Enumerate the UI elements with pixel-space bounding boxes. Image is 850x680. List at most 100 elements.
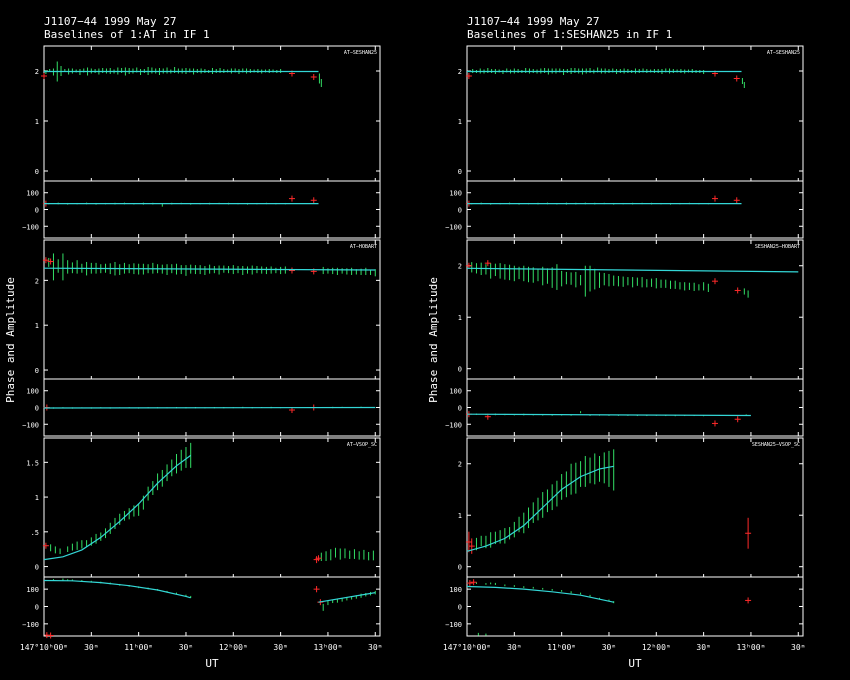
x-tick-label: 13ʰ00ᵐ [313, 643, 342, 652]
right-baseline-1-amp-flagged-point [465, 73, 472, 79]
x-tick-label: 30ᵐ [273, 643, 287, 652]
right-baseline-2-phase-ytick-label: 0 [458, 405, 462, 413]
right-baseline-3-amp-flagged-point [468, 538, 475, 554]
right-baseline-1-phase-ytick-label: 100 [449, 190, 462, 198]
right-baseline-2-phase-model-line [466, 413, 751, 417]
x-tick-label: 30ᵐ [696, 643, 710, 652]
right-baseline-3-phase-ytick-label: 100 [449, 586, 462, 594]
left-baseline-3-phase-flagged-point [313, 586, 320, 593]
left-baseline-3-amp-ytick-label: 1.5 [26, 459, 39, 467]
right-baseline-2-amp-flagged-point [734, 287, 741, 294]
right-figure: J1107−44 1999 May 27 Baselines of 1:SESH… [427, 15, 805, 670]
left-subtitle: Baselines of 1:AT in IF 1 [44, 28, 210, 41]
left-baseline-1-amp-flagged-point [41, 73, 47, 79]
right-xlabel: UT [628, 657, 642, 670]
right-baseline-1-phase-flagged-point [733, 197, 740, 204]
left-baseline-3-phase-flagged-point [47, 632, 54, 639]
left-baseline-2-phase-ytick-label: 100 [26, 388, 39, 396]
right-baseline-3-amp-model-line [466, 465, 614, 552]
x-tick-label: 147°10ʰ00ᵐ [20, 643, 68, 652]
right-baseline-1-amp-ytick-label: 0 [458, 168, 462, 176]
left-baseline-2-amp-model-line [43, 267, 376, 271]
x-tick-label: 30ᵐ [507, 643, 521, 652]
right-baseline-3-phase-ytick-label: −100 [445, 621, 462, 629]
left-baseline-2-amp-baseline-label: AT−HOBART [350, 244, 377, 250]
left-baseline-1-phase-flagged-point [310, 197, 317, 204]
x-tick-label: 30ᵐ [602, 643, 616, 652]
left-baseline-1-amp-ytick-label: 2 [35, 68, 39, 76]
right-baseline-1-phase-flagged-point [711, 195, 718, 202]
left-baseline-3-amp-ytick-label: 1 [35, 494, 39, 502]
left-baseline-2-phase-ytick-label: −100 [22, 421, 39, 429]
right-subtitle: Baselines of 1:SESHAN25 in IF 1 [467, 28, 672, 41]
left-baseline-1-phase-flagged-point [288, 195, 295, 202]
left-baseline-3-phase-ytick-label: 100 [26, 586, 39, 594]
right-baseline-1-amp-ytick-label: 1 [458, 118, 462, 126]
left-baseline-3-phase-ytick-label: −100 [22, 621, 39, 629]
right-baseline-3-phase-ytick-label: 0 [458, 604, 462, 612]
x-tick-label: 147°10ʰ00ᵐ [443, 643, 491, 652]
x-tick-label: 12ʰ00ᵐ [642, 643, 671, 652]
left-baseline-2-amp-flagged-point [288, 267, 295, 274]
right-baseline-2-amp-model-line [466, 267, 799, 273]
left-baseline-1-phase-ytick-label: −100 [22, 223, 39, 231]
right-baseline-3-amp-baseline-label: SESHAN25−VSOP_SC [752, 442, 800, 448]
left-baseline-2-phase-model-line [43, 406, 376, 409]
x-tick-label: 11ʰ00ᵐ [124, 643, 153, 652]
left-baseline-2-amp-flagged-point [42, 257, 49, 264]
left-baseline-3-phase-ytick-label: 0 [35, 604, 39, 612]
x-tick-label: 30ᵐ [179, 643, 193, 652]
right-baseline-2-phase-ytick-label: −100 [445, 421, 462, 429]
right-baseline-2-amp-ytick-label: 0 [458, 366, 462, 374]
right-baseline-3-phase-model-line [466, 585, 614, 603]
left-xlabel: UT [205, 657, 219, 670]
right-baseline-3-amp-ytick-label: 0 [458, 564, 462, 572]
x-tick-label: 30ᵐ [791, 643, 805, 652]
right-baseline-2-amp-baseline-label: SESHAN25−HOBART [755, 244, 800, 250]
right-baseline-2-phase-flagged-point [711, 420, 718, 427]
x-tick-label: 30ᵐ [84, 643, 98, 652]
right-baseline-1-amp-baseline-label: AT−SESHAN25 [767, 50, 800, 56]
right-baseline-2-phase-ytick-label: 100 [449, 388, 462, 396]
left-plot-area: 0 1 2 AT−SESHAN25 100 0 −100 0 1 2 AT−HOBART 100 0 −1… [20, 45, 382, 652]
left-baseline-3-amp-ytick-label: .5 [31, 529, 39, 537]
left-ylabel: Phase and Amplitude [4, 277, 17, 403]
right-baseline-3-amp-ytick-label: 1 [458, 512, 462, 520]
x-tick-label: 30ᵐ [368, 643, 382, 652]
right-title: J1107−44 1999 May 27 [467, 15, 599, 28]
right-ylabel: Phase and Amplitude [427, 277, 440, 403]
right-baseline-2-amp-ytick-label: 2 [458, 263, 462, 271]
left-baseline-3-phase-model-line [43, 579, 191, 599]
left-baseline-1-amp-baseline-label: AT−SESHAN25 [344, 50, 377, 56]
left-baseline-1-phase-ytick-label: 0 [35, 207, 39, 215]
left-baseline-1-phase-ytick-label: 100 [26, 190, 39, 198]
right-baseline-2-phase-flagged-point [734, 416, 741, 423]
left-baseline-2-phase-ytick-label: 0 [35, 405, 39, 413]
left-baseline-1-amp-flagged-point [310, 74, 317, 80]
right-baseline-3-amp-ytick-label: 2 [458, 461, 462, 469]
right-baseline-3-phase-flagged-point [466, 580, 473, 587]
left-baseline-2-amp-ytick-label: 0 [35, 367, 39, 375]
left-baseline-2-amp-ytick-label: 1 [35, 322, 39, 330]
right-baseline-3-amp-flagged-point [745, 517, 752, 549]
x-tick-label: 12ʰ00ᵐ [219, 643, 248, 652]
right-baseline-3-phase-flagged-point [745, 597, 752, 604]
right-baseline-3-amp-flagged-point [465, 531, 472, 553]
left-baseline-3-phase-model-line [318, 592, 376, 603]
right-baseline-2-amp-ytick-label: 1 [458, 314, 462, 322]
right-baseline-3-phase-flagged-point [470, 579, 477, 586]
left-baseline-3-amp-ytick-label: 0 [35, 564, 39, 572]
right-baseline-1-amp-ytick-label: 2 [458, 68, 462, 76]
right-baseline-2-amp-flagged-point [711, 278, 718, 285]
left-baseline-2-amp-flagged-point [47, 258, 54, 265]
right-baseline-2-amp-flagged-point [484, 260, 491, 267]
left-baseline-3-amp-flagged-point [42, 542, 49, 549]
left-baseline-1-amp-ytick-label: 0 [35, 168, 39, 176]
x-tick-label: 13ʰ00ᵐ [736, 643, 765, 652]
left-baseline-2-amp-ytick-label: 2 [35, 277, 39, 285]
left-title: J1107−44 1999 May 27 [44, 15, 176, 28]
left-figure: J1107−44 1999 May 27 Baselines of 1:AT i… [4, 15, 382, 670]
right-baseline-1-phase-ytick-label: 0 [458, 207, 462, 215]
right-baseline-1-amp-flagged-point [733, 75, 740, 82]
